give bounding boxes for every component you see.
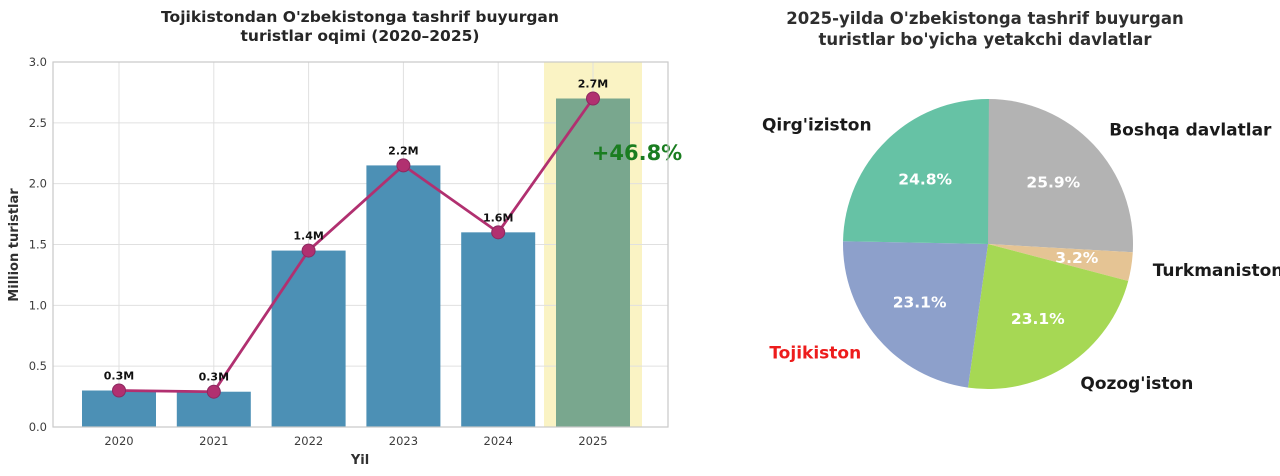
bar-2023 [366, 165, 441, 427]
pie-pct-tojikiston: 23.1% [893, 293, 947, 311]
marker-2021 [206, 384, 221, 399]
marker-2024 [491, 225, 506, 240]
growth-annotation: +46.8% [592, 141, 682, 165]
pie-slice-boshqa-davlatlar [988, 99, 1134, 253]
pie-pct-qozog-iston: 23.1% [1011, 310, 1065, 328]
y-tick-3.0: 3.0 [29, 55, 47, 69]
pie-label-tojikiston: Tojikiston [769, 343, 861, 363]
pie-chart: 2025-yilda O'zbekistonga tashrif buyurga… [762, 9, 1280, 394]
x-tick-2020: 2020 [104, 434, 133, 448]
point-label-2021: 0.3M [199, 371, 229, 384]
x-tick-2025: 2025 [578, 434, 607, 448]
pie-label-qozog-iston: Qozog'iston [1080, 374, 1193, 394]
marker-2022 [301, 243, 316, 258]
pie-slice-tojikiston [843, 241, 988, 388]
marker-2023 [396, 158, 411, 173]
pie-pct-boshqa-davlatlar: 25.9% [1026, 173, 1080, 191]
pie-label-qirg-iziston: Qirg'iziston [762, 116, 872, 136]
bar-chart-title-line2: turistlar oqimi (2020–2025) [241, 27, 480, 45]
y-tick-1.5: 1.5 [29, 238, 47, 252]
pie-slice-qozog-iston [968, 244, 1129, 390]
bar-chart-plot-area: 0.3M 0.3M 1.4M 2.2M 1.6M 2.7M +46.8% 0.0 0.5 1.0 1… [29, 55, 683, 448]
pie-label-turkmaniston: Turkmaniston [1153, 261, 1280, 281]
x-axis-label: Yil [350, 453, 369, 468]
y-tick-2.5: 2.5 [29, 116, 47, 130]
point-label-2023: 2.2M [388, 144, 418, 157]
marker-2020 [112, 383, 126, 398]
pie-chart-title-line1: 2025-yilda O'zbekistonga tashrif buyurga… [786, 9, 1184, 28]
y-tick-2.0: 2.0 [29, 177, 47, 191]
x-tick-2021: 2021 [199, 434, 228, 448]
y-axis-label: Million turistlar [7, 188, 22, 302]
pie-pct-turkmaniston: 3.2% [1055, 249, 1098, 267]
bar-line-chart: Tojikistondan O'zbekistonga tashrif buyu… [7, 8, 683, 468]
bar-2022 [271, 250, 346, 427]
pie-slice-turkmaniston [988, 244, 1133, 281]
pie-chart-plot-area: 25.9% Boshqa davlatlar 3.2% Turkmaniston 23.… [762, 98, 1280, 394]
pie-chart-title-line2: turistlar bo'yicha yetakchi davlatlar [819, 30, 1153, 49]
marker-2025 [586, 91, 600, 106]
plot-border [52, 61, 669, 428]
x-tick-2024: 2024 [484, 434, 513, 448]
pie-slice-qirg-iziston [843, 98, 989, 245]
x-tick-2022: 2022 [294, 434, 323, 448]
pie-pct-qirg-iziston: 24.8% [898, 171, 952, 189]
bar-2024 [461, 232, 536, 427]
y-tick-0.0: 0.0 [29, 420, 47, 434]
point-label-2024: 1.6M [483, 211, 513, 224]
point-label-2025: 2.7M [578, 78, 608, 91]
x-tick-2023: 2023 [389, 434, 418, 448]
point-label-2020: 0.3M [104, 370, 134, 383]
point-label-2022: 1.4M [293, 230, 323, 243]
y-tick-1.0: 1.0 [29, 298, 47, 312]
bar-2025 [556, 98, 630, 427]
trend-line [118, 97, 595, 394]
pie-label-boshqa-davlatlar: Boshqa davlatlar [1109, 121, 1272, 141]
y-tick-0.5: 0.5 [29, 359, 47, 373]
bar-chart-title-line1: Tojikistondan O'zbekistonga tashrif buyu… [161, 8, 559, 26]
